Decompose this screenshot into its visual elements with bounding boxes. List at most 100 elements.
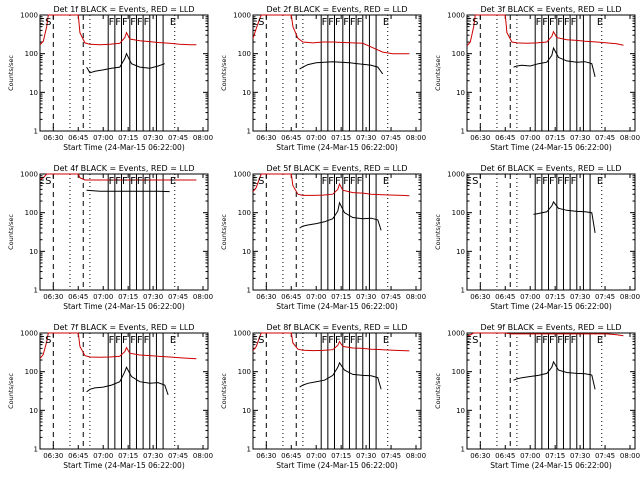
x-tick-label: 07:45	[595, 452, 615, 460]
plot-frame	[39, 332, 209, 450]
plot-frame	[252, 14, 422, 132]
x-tick-label: 08:00	[406, 452, 426, 460]
interval-marker: F	[343, 335, 349, 346]
interval-marker: E	[465, 17, 471, 28]
detector-panel: Det 8f BLACK = Events, RED = LLD Start Ti…	[220, 323, 426, 470]
interval-marker: F	[571, 176, 577, 187]
panel-title: Det 1f BLACK = Events, RED = LLD	[53, 5, 194, 14]
y-tick-label: 1	[461, 287, 465, 295]
x-tick-label: 07:45	[595, 293, 615, 301]
interval-marker: F	[144, 335, 150, 346]
interval-marker: F	[571, 335, 577, 346]
y-axis-label: Counts/sec	[220, 373, 228, 409]
interval-marker: E	[251, 17, 257, 28]
interval-marker: F	[137, 176, 143, 187]
interval-marker: F	[109, 17, 115, 28]
interval-marker: E	[170, 335, 176, 346]
interval-marker: F	[115, 17, 121, 28]
interval-marker: E	[597, 335, 603, 346]
y-tick-label: 100	[25, 209, 38, 217]
interval-marker: F	[350, 17, 356, 28]
x-tick-label: 07:00	[93, 293, 113, 301]
interval-marker: E	[383, 335, 389, 346]
x-tick-label: 07:00	[520, 293, 540, 301]
y-tick-label: 10	[29, 89, 38, 97]
interval-marker: F	[144, 17, 150, 28]
x-tick-label: 06:30	[256, 452, 276, 460]
interval-marker: F	[130, 335, 136, 346]
x-tick-label: 07:00	[306, 452, 326, 460]
x-tick-label: 06:30	[470, 293, 490, 301]
plot-frame	[252, 173, 422, 291]
x-tick-label: 07:30	[356, 293, 376, 301]
x-tick-label: 07:30	[143, 452, 163, 460]
interval-marker: F	[564, 335, 570, 346]
y-tick-label: 1	[247, 446, 251, 454]
interval-marker: F	[109, 176, 115, 187]
interval-marker: F	[571, 17, 577, 28]
x-axis-label: Start Time (24-Mar-15 06:22:00)	[63, 461, 185, 470]
x-tick-label: 07:00	[306, 293, 326, 301]
x-tick-label: 08:00	[620, 134, 640, 142]
y-tick-label: 100	[25, 50, 38, 58]
x-tick-label: 07:15	[331, 134, 351, 142]
x-tick-label: 07:00	[93, 452, 113, 460]
panel-title: Det 2f BLACK = Events, RED = LLD	[266, 5, 407, 14]
detector-panel: Det 7f BLACK = Events, RED = LLD Start Ti…	[7, 323, 213, 470]
plot-frame	[466, 173, 636, 291]
interval-marker: S	[472, 17, 478, 28]
x-tick-label: 08:00	[193, 452, 213, 460]
interval-marker: E	[465, 176, 471, 187]
y-tick-label: 10	[456, 89, 465, 97]
interval-marker: F	[322, 335, 328, 346]
y-tick-label: 1000	[233, 12, 251, 20]
lld-series-line	[252, 173, 410, 197]
x-tick-label: 07:15	[118, 452, 138, 460]
y-tick-label: 1000	[447, 330, 465, 338]
x-tick-label: 07:00	[93, 134, 113, 142]
y-tick-label: 1000	[20, 171, 38, 179]
interval-marker: F	[536, 17, 542, 28]
x-tick-label: 06:30	[43, 293, 63, 301]
interval-marker: F	[343, 176, 349, 187]
x-tick-label: 07:30	[143, 293, 163, 301]
interval-marker: F	[122, 335, 128, 346]
y-tick-label: 100	[452, 368, 465, 376]
interval-marker: F	[542, 335, 548, 346]
y-axis-label: Counts/sec	[434, 373, 442, 409]
x-tick-label: 07:15	[545, 293, 565, 301]
x-tick-label: 07:45	[381, 452, 401, 460]
interval-marker: E	[383, 176, 389, 187]
x-axis-label: Start Time (24-Mar-15 06:22:00)	[490, 461, 612, 470]
x-tick-label: 06:45	[68, 293, 88, 301]
y-axis-label: Counts/sec	[220, 55, 228, 91]
y-tick-label: 100	[452, 50, 465, 58]
detector-panel: Det 1f BLACK = Events, RED = LLD Start Ti…	[7, 5, 213, 152]
events-series-line	[513, 360, 596, 390]
detector-panel: Det 4f BLACK = Events, RED = LLD Start Ti…	[7, 164, 213, 311]
y-tick-label: 1	[34, 128, 38, 136]
plot-frame	[252, 332, 422, 450]
detector-panel: Det 9f BLACK = Events, RED = LLD Start Ti…	[434, 323, 640, 470]
x-tick-label: 07:15	[331, 452, 351, 460]
panel-title: Det 3f BLACK = Events, RED = LLD	[480, 5, 621, 14]
interval-marker: F	[357, 335, 363, 346]
interval-marker: F	[536, 335, 542, 346]
x-tick-label: 08:00	[406, 293, 426, 301]
panel-title: Det 7f BLACK = Events, RED = LLD	[53, 323, 194, 332]
x-axis-label: Start Time (24-Mar-15 06:22:00)	[276, 302, 398, 311]
y-tick-label: 100	[25, 368, 38, 376]
interval-marker: F	[328, 176, 334, 187]
interval-marker: E	[465, 335, 471, 346]
y-tick-label: 1	[34, 287, 38, 295]
y-tick-label: 1	[247, 128, 251, 136]
events-series-line	[86, 52, 165, 74]
interval-marker: S	[45, 17, 51, 28]
y-tick-label: 10	[456, 407, 465, 415]
y-tick-label: 1	[461, 446, 465, 454]
x-tick-label: 08:00	[620, 293, 640, 301]
lld-series-line	[466, 14, 624, 47]
detector-panel: Det 3f BLACK = Events, RED = LLD Start Ti…	[434, 5, 640, 152]
x-tick-label: 06:30	[470, 134, 490, 142]
x-tick-label: 06:45	[495, 293, 515, 301]
